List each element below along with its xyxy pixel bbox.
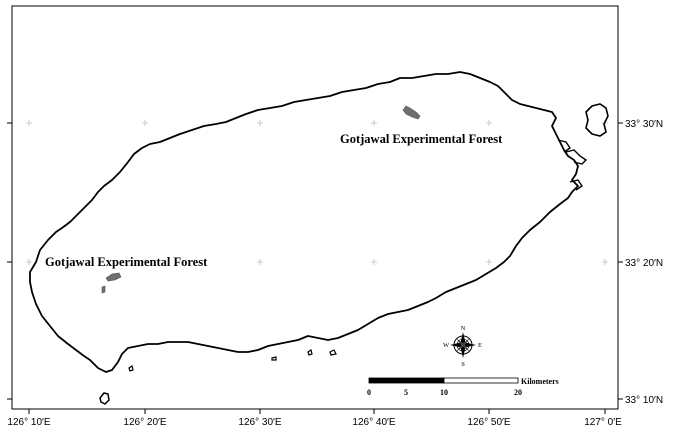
- scale-segment-filled: [368, 377, 445, 384]
- compass-east-label: E: [478, 342, 482, 349]
- map-frame: [11, 5, 619, 410]
- latitude-label: 33° 10′N: [625, 395, 663, 406]
- longitude-label: 126° 50′E: [467, 417, 510, 428]
- compass-west-label: W: [443, 342, 450, 349]
- scale-tick-label: 0: [367, 388, 371, 397]
- scale-tick-label: 20: [514, 388, 522, 397]
- scale-tick-label: 10: [440, 388, 448, 397]
- forest-patch-west: [105, 272, 122, 282]
- longitude-label: 126° 10′E: [7, 417, 50, 428]
- longitude-label: 127° 0′E: [584, 417, 622, 428]
- compass-north-label: N: [461, 325, 466, 332]
- latitude-labels: 33° 30′N 33° 20′N 33° 10′N: [625, 119, 663, 406]
- scale-tick-label: 5: [404, 388, 408, 397]
- longitude-label: 126° 20′E: [123, 417, 166, 428]
- scale-segment-empty: [443, 377, 519, 384]
- forest-label-west: Gotjawal Experimental Forest: [45, 255, 208, 269]
- forest-patch-northeast: [402, 105, 421, 120]
- south-islet: [329, 349, 337, 356]
- latitude-label: 33° 30′N: [625, 119, 663, 130]
- graticule-crosses: [26, 120, 608, 265]
- south-islet: [99, 392, 110, 405]
- latitude-label: 33° 20′N: [625, 258, 663, 269]
- south-islet: [271, 356, 277, 361]
- east-islet: [585, 103, 609, 137]
- compass-rose: N S E W: [443, 325, 482, 368]
- compass-south-label: S: [461, 361, 465, 368]
- frame-ticks: [7, 122, 623, 414]
- east-coast-detail: [557, 139, 588, 191]
- island-coastline: [29, 71, 579, 373]
- south-islet: [307, 349, 313, 356]
- forest-label-northeast: Gotjawal Experimental Forest: [340, 132, 503, 146]
- scale-bar: Kilometers 0 5 10 20: [367, 377, 559, 397]
- forest-patch-west: [101, 285, 106, 294]
- scale-unit-label: Kilometers: [521, 377, 559, 386]
- longitude-label: 126° 40′E: [352, 417, 395, 428]
- south-islet: [128, 365, 134, 372]
- longitude-label: 126° 30′E: [238, 417, 281, 428]
- longitude-labels: 126° 10′E 126° 20′E 126° 30′E 126° 40′E …: [7, 417, 622, 428]
